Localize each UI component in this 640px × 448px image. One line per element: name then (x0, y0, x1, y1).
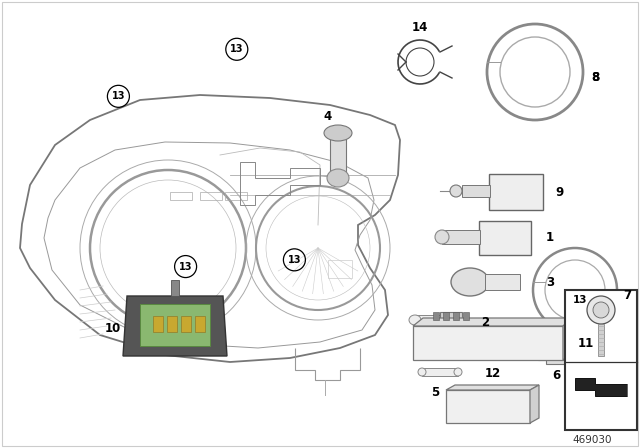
Bar (538, 340, 556, 360)
Ellipse shape (451, 268, 489, 296)
Bar (195, 316, 205, 332)
Bar (546, 336, 574, 364)
Bar (433, 312, 439, 320)
Bar (170, 192, 192, 200)
Bar (443, 312, 449, 320)
Bar (485, 274, 520, 290)
Text: 7: 7 (623, 289, 631, 302)
Polygon shape (446, 385, 539, 390)
Ellipse shape (324, 125, 352, 141)
Bar (442, 230, 480, 244)
Polygon shape (123, 296, 227, 356)
Bar (225, 192, 247, 200)
Bar (153, 316, 163, 332)
Text: 4: 4 (324, 109, 332, 122)
Bar (330, 133, 346, 178)
Circle shape (593, 302, 609, 318)
Text: 469030: 469030 (572, 435, 612, 445)
Text: 13: 13 (111, 91, 125, 101)
Polygon shape (530, 385, 539, 423)
Bar (463, 312, 469, 320)
Ellipse shape (435, 230, 449, 244)
Bar (462, 185, 490, 197)
Bar (565, 290, 637, 430)
Text: 6: 6 (552, 369, 560, 382)
Bar (598, 324, 604, 356)
Bar (440, 312, 462, 328)
Bar (328, 260, 352, 278)
Polygon shape (575, 378, 627, 396)
FancyBboxPatch shape (479, 221, 531, 255)
Text: 1: 1 (546, 231, 554, 244)
Text: 13: 13 (287, 255, 301, 265)
Text: 5: 5 (431, 385, 439, 399)
Bar (140, 304, 210, 346)
Ellipse shape (418, 368, 426, 376)
Text: 3: 3 (546, 276, 554, 289)
Text: 2: 2 (481, 315, 489, 328)
Bar (508, 344, 546, 356)
Text: 11: 11 (578, 336, 594, 349)
Bar (422, 368, 458, 376)
Bar (171, 280, 179, 296)
Bar (415, 315, 441, 325)
Bar (167, 316, 177, 332)
Circle shape (587, 296, 615, 324)
Polygon shape (563, 318, 573, 360)
Ellipse shape (327, 169, 349, 187)
Text: 12: 12 (485, 366, 501, 379)
Text: 13: 13 (179, 262, 193, 271)
Ellipse shape (409, 315, 421, 325)
Polygon shape (413, 318, 573, 326)
Text: 13: 13 (573, 295, 588, 305)
Text: 8: 8 (591, 70, 599, 83)
Bar (181, 316, 191, 332)
Bar (200, 192, 222, 200)
Text: 9: 9 (556, 185, 564, 198)
FancyBboxPatch shape (489, 174, 543, 210)
Text: 14: 14 (412, 21, 428, 34)
Circle shape (450, 185, 462, 197)
Polygon shape (446, 390, 530, 423)
Text: 13: 13 (230, 44, 244, 54)
Text: 8: 8 (591, 70, 599, 83)
Text: 10: 10 (105, 322, 121, 335)
Ellipse shape (454, 368, 462, 376)
Polygon shape (413, 326, 563, 360)
Bar (453, 312, 459, 320)
